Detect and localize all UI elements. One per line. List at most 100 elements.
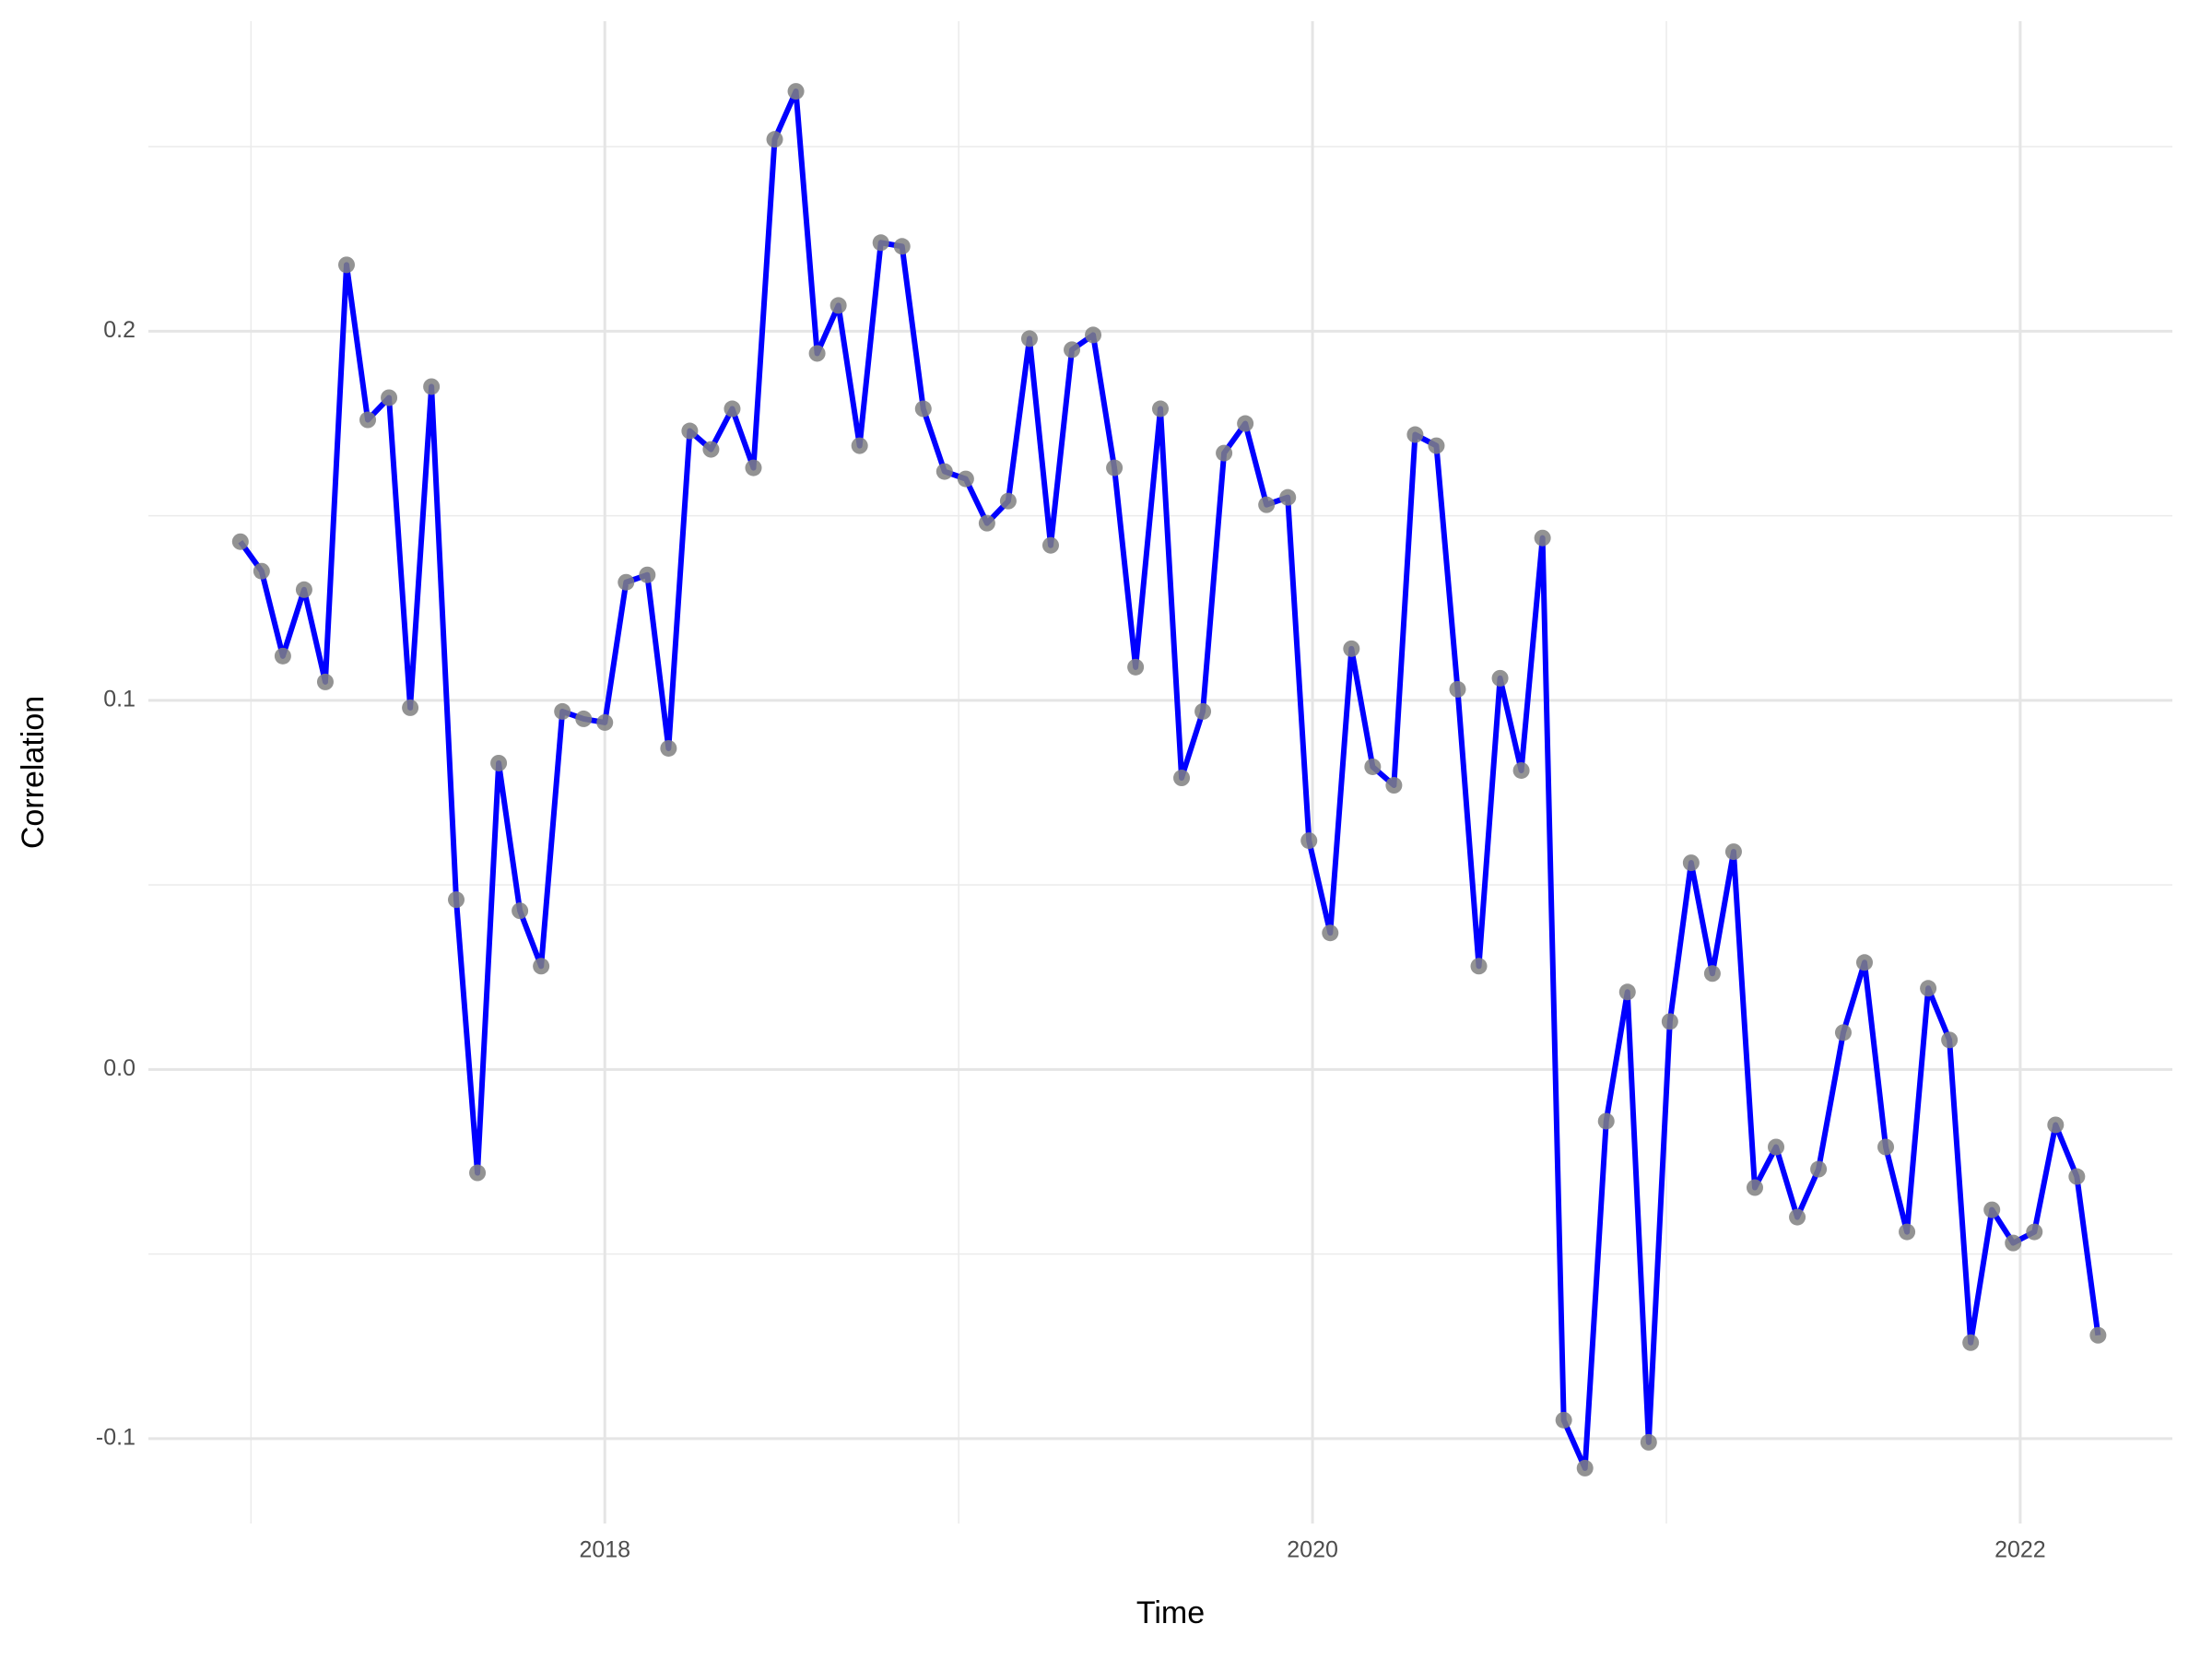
point: [851, 437, 868, 454]
point: [978, 514, 995, 532]
point: [745, 459, 762, 477]
point: [660, 739, 677, 757]
y-tick-label: 0.0: [103, 1055, 135, 1081]
point: [1406, 426, 1424, 443]
point: [596, 713, 614, 731]
point: [316, 673, 334, 690]
point: [1789, 1208, 1806, 1226]
point: [1576, 1459, 1594, 1477]
point: [274, 647, 291, 665]
point: [231, 533, 249, 550]
point: [1855, 954, 1873, 971]
point: [1962, 1334, 1980, 1351]
point: [1983, 1201, 2001, 1218]
point: [1085, 326, 1102, 344]
point: [1810, 1160, 1828, 1178]
point: [2068, 1168, 2086, 1185]
point: [1152, 400, 1169, 418]
point: [1512, 761, 1530, 779]
y-tick-label: 0.1: [103, 687, 135, 712]
point: [766, 131, 783, 148]
point: [1920, 980, 1937, 997]
point: [533, 958, 550, 975]
point: [512, 902, 529, 920]
point: [999, 492, 1017, 510]
point: [1899, 1223, 1916, 1241]
point: [469, 1164, 487, 1182]
point: [2026, 1223, 2043, 1241]
point: [1364, 758, 1382, 775]
x-tick-label: 2020: [1287, 1537, 1338, 1563]
point: [935, 463, 953, 480]
x-tick-label: 2022: [1994, 1537, 2046, 1563]
point: [618, 573, 635, 591]
point: [1064, 341, 1081, 359]
point: [1173, 770, 1191, 787]
point: [1661, 1013, 1678, 1030]
point: [1322, 924, 1339, 942]
point: [2047, 1116, 2065, 1134]
point: [1258, 496, 1276, 513]
x-tick-label: 2018: [579, 1537, 630, 1563]
point: [830, 297, 847, 314]
point: [893, 238, 911, 255]
point: [1428, 437, 1445, 454]
point: [681, 422, 699, 440]
point: [1127, 658, 1145, 676]
point: [639, 566, 656, 583]
point: [337, 256, 355, 274]
point: [1703, 965, 1721, 982]
point: [1491, 669, 1509, 687]
point: [2005, 1234, 2022, 1252]
point: [787, 83, 805, 100]
point: [1877, 1138, 1895, 1156]
point: [808, 345, 826, 362]
point: [295, 581, 312, 598]
point: [1768, 1138, 1785, 1156]
y-axis-title: Correlation: [16, 696, 51, 849]
point: [1724, 843, 1742, 861]
point: [1041, 536, 1059, 554]
point: [1237, 415, 1254, 432]
point: [724, 400, 741, 418]
y-tick-label: 0.2: [103, 317, 135, 343]
point: [1020, 330, 1038, 347]
x-axis-title: Time: [1136, 1595, 1205, 1630]
point: [1534, 529, 1551, 547]
point: [402, 699, 419, 716]
line: [238, 88, 2101, 1471]
point: [1640, 1433, 1657, 1451]
point: [872, 234, 889, 252]
point: [1385, 777, 1403, 794]
point: [1449, 680, 1466, 698]
point: [554, 702, 571, 720]
point: [448, 891, 465, 909]
point: [423, 378, 441, 395]
y-tick-label: -0.1: [96, 1424, 135, 1450]
point: [957, 470, 974, 488]
point: [914, 400, 932, 418]
point: [490, 754, 508, 771]
point: [1555, 1411, 1572, 1429]
point: [702, 441, 720, 458]
point: [1834, 1024, 1852, 1041]
point: [1597, 1112, 1615, 1130]
point: [1343, 640, 1360, 657]
point: [1194, 702, 1212, 720]
point: [1682, 854, 1700, 872]
point: [1279, 488, 1297, 506]
point: [1216, 444, 1233, 462]
point: [1106, 459, 1124, 477]
point: [1618, 983, 1636, 1001]
point: [1470, 958, 1488, 975]
point: [1941, 1031, 1959, 1049]
point: [2089, 1326, 2107, 1344]
point: [359, 411, 377, 429]
point: [1300, 832, 1318, 850]
point: [253, 562, 270, 580]
point: [575, 710, 593, 727]
point: [1746, 1179, 1763, 1196]
point: [381, 389, 398, 406]
